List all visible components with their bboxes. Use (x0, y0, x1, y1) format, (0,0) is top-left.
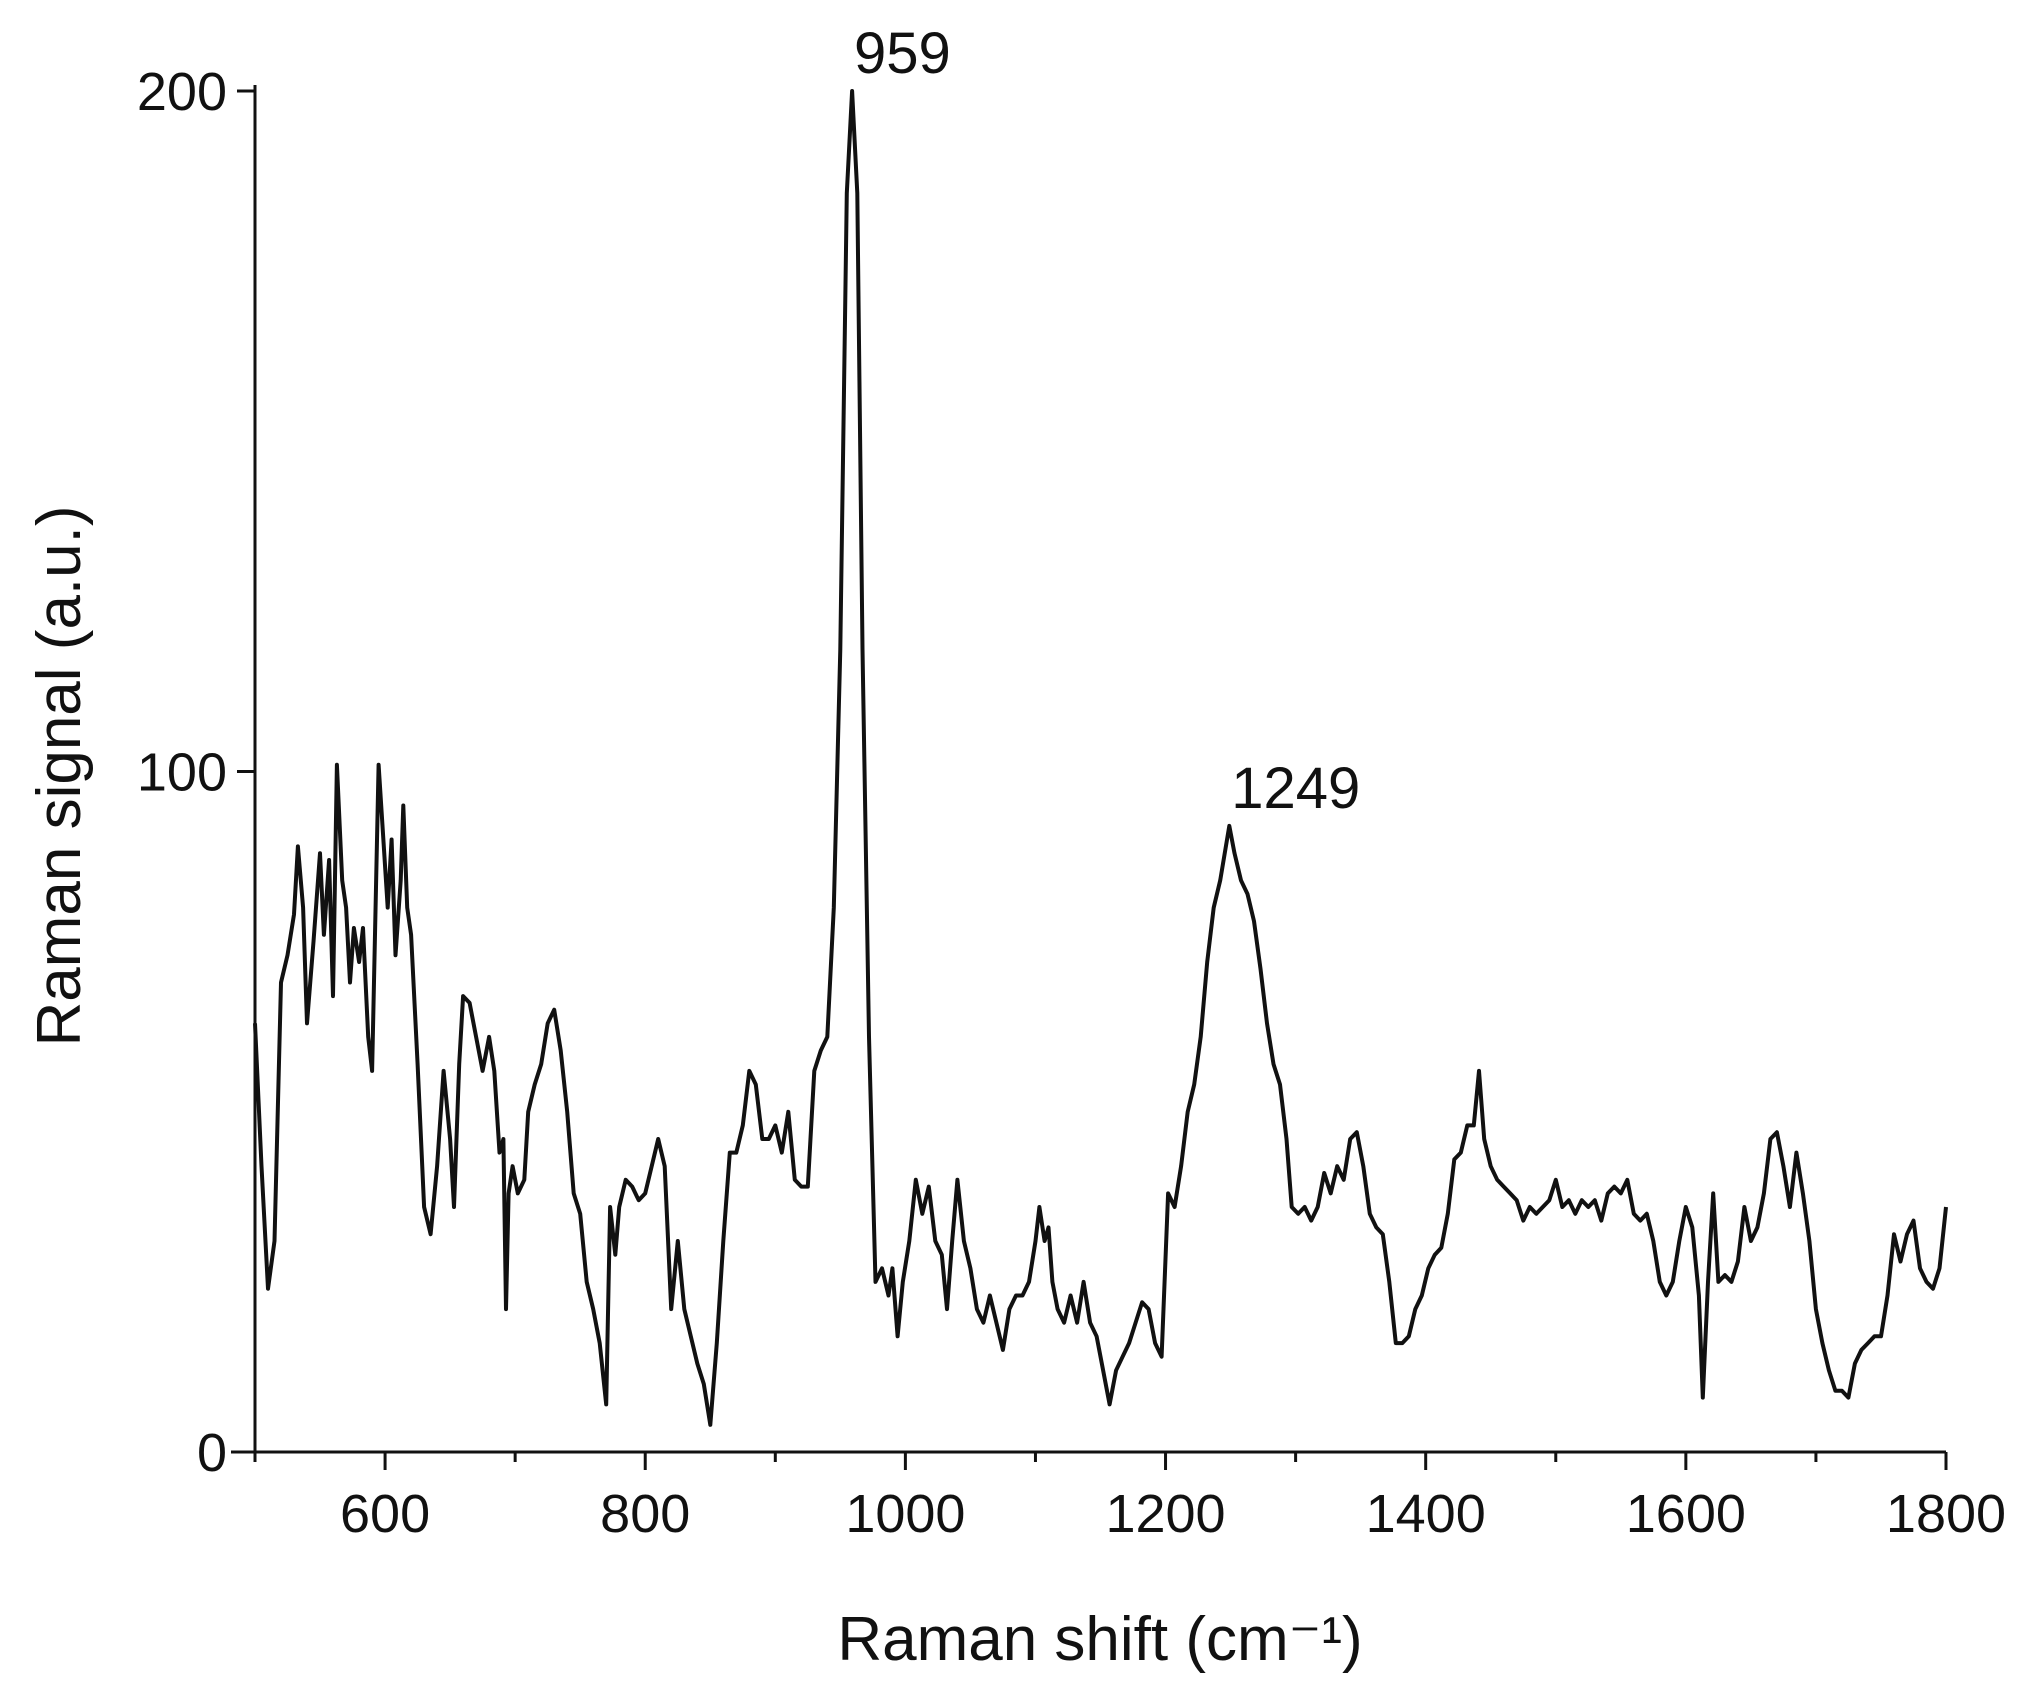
x-tick-label: 1600 (1626, 1484, 1746, 1544)
y-tick-label: 0 (197, 1423, 227, 1483)
x-tick-label: 1000 (845, 1484, 965, 1544)
x-tick-label: 1800 (1886, 1484, 2006, 1544)
x-tick-label: 800 (600, 1484, 690, 1544)
peak-annotation: 959 (854, 21, 951, 86)
spectrum-line (253, 89, 1948, 1427)
y-tick-label: 100 (137, 743, 227, 803)
x-tick-label: 600 (340, 1484, 430, 1544)
x-tick-label: 1200 (1105, 1484, 1225, 1544)
y-axis-title: Raman signal (a.u.) (25, 505, 94, 1046)
x-axis-title: Raman shift (cm⁻¹) (837, 1605, 1362, 1674)
x-tick-label: 1400 (1366, 1484, 1486, 1544)
y-tick-label: 200 (137, 62, 227, 122)
peak-annotation: 1249 (1231, 756, 1360, 821)
